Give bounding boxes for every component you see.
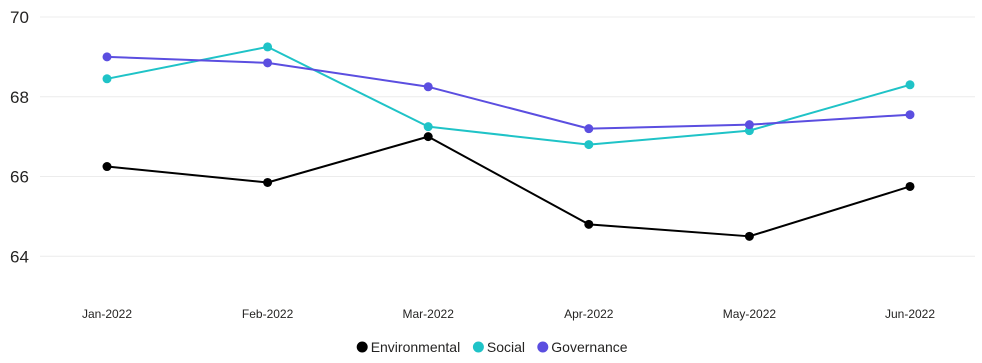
legend-label-social: Social xyxy=(487,339,525,355)
x-tick-label: Apr-2022 xyxy=(564,307,614,321)
data-point-environmental[interactable] xyxy=(584,219,594,229)
legend-marker-social xyxy=(472,341,484,353)
legend-label-governance: Governance xyxy=(551,339,627,355)
y-tick-label: 64 xyxy=(10,247,29,266)
data-point-governance[interactable] xyxy=(744,120,754,130)
series-governance xyxy=(102,52,915,134)
data-point-social[interactable] xyxy=(423,122,433,132)
series-social xyxy=(102,42,915,150)
legend-item-social[interactable]: Social xyxy=(472,339,525,355)
gridlines xyxy=(40,16,975,257)
legend-item-environmental[interactable]: Environmental xyxy=(356,339,461,355)
legend[interactable]: Environmental Social Governance xyxy=(356,339,628,355)
y-axis: 64 66 68 70 xyxy=(10,8,29,266)
data-point-environmental[interactable] xyxy=(744,231,754,241)
data-point-environmental[interactable] xyxy=(102,162,112,172)
series-layer xyxy=(102,42,915,241)
data-point-governance[interactable] xyxy=(584,124,594,134)
data-point-social[interactable] xyxy=(584,140,594,150)
data-point-social[interactable] xyxy=(102,74,112,84)
legend-label-environmental: Environmental xyxy=(371,339,461,355)
series-line-environmental xyxy=(106,135,911,238)
x-axis: Jan-2022 Feb-2022 Mar-2022 Apr-2022 May-2022… xyxy=(82,307,935,321)
data-point-environmental[interactable] xyxy=(905,181,915,191)
data-point-environmental[interactable] xyxy=(423,132,433,142)
data-point-governance[interactable] xyxy=(905,110,915,120)
x-tick-label: Feb-2022 xyxy=(242,307,294,321)
series-line-governance xyxy=(106,55,911,130)
x-tick-label: Jan-2022 xyxy=(82,307,132,321)
data-point-governance[interactable] xyxy=(263,58,273,68)
data-point-social[interactable] xyxy=(263,42,273,52)
y-tick-label: 66 xyxy=(10,168,29,187)
x-tick-label: May-2022 xyxy=(723,307,777,321)
series-environmental xyxy=(102,132,915,241)
y-tick-label: 68 xyxy=(10,88,29,107)
data-point-governance[interactable] xyxy=(423,82,433,92)
legend-marker-environmental xyxy=(356,341,368,353)
data-point-social[interactable] xyxy=(905,80,915,90)
y-tick-label: 70 xyxy=(10,8,29,27)
legend-item-governance[interactable]: Governance xyxy=(537,339,628,355)
x-tick-label: Mar-2022 xyxy=(403,307,455,321)
data-point-governance[interactable] xyxy=(102,52,112,62)
legend-marker-governance xyxy=(537,341,549,353)
x-tick-label: Jun-2022 xyxy=(885,307,935,321)
data-point-environmental[interactable] xyxy=(263,177,273,187)
